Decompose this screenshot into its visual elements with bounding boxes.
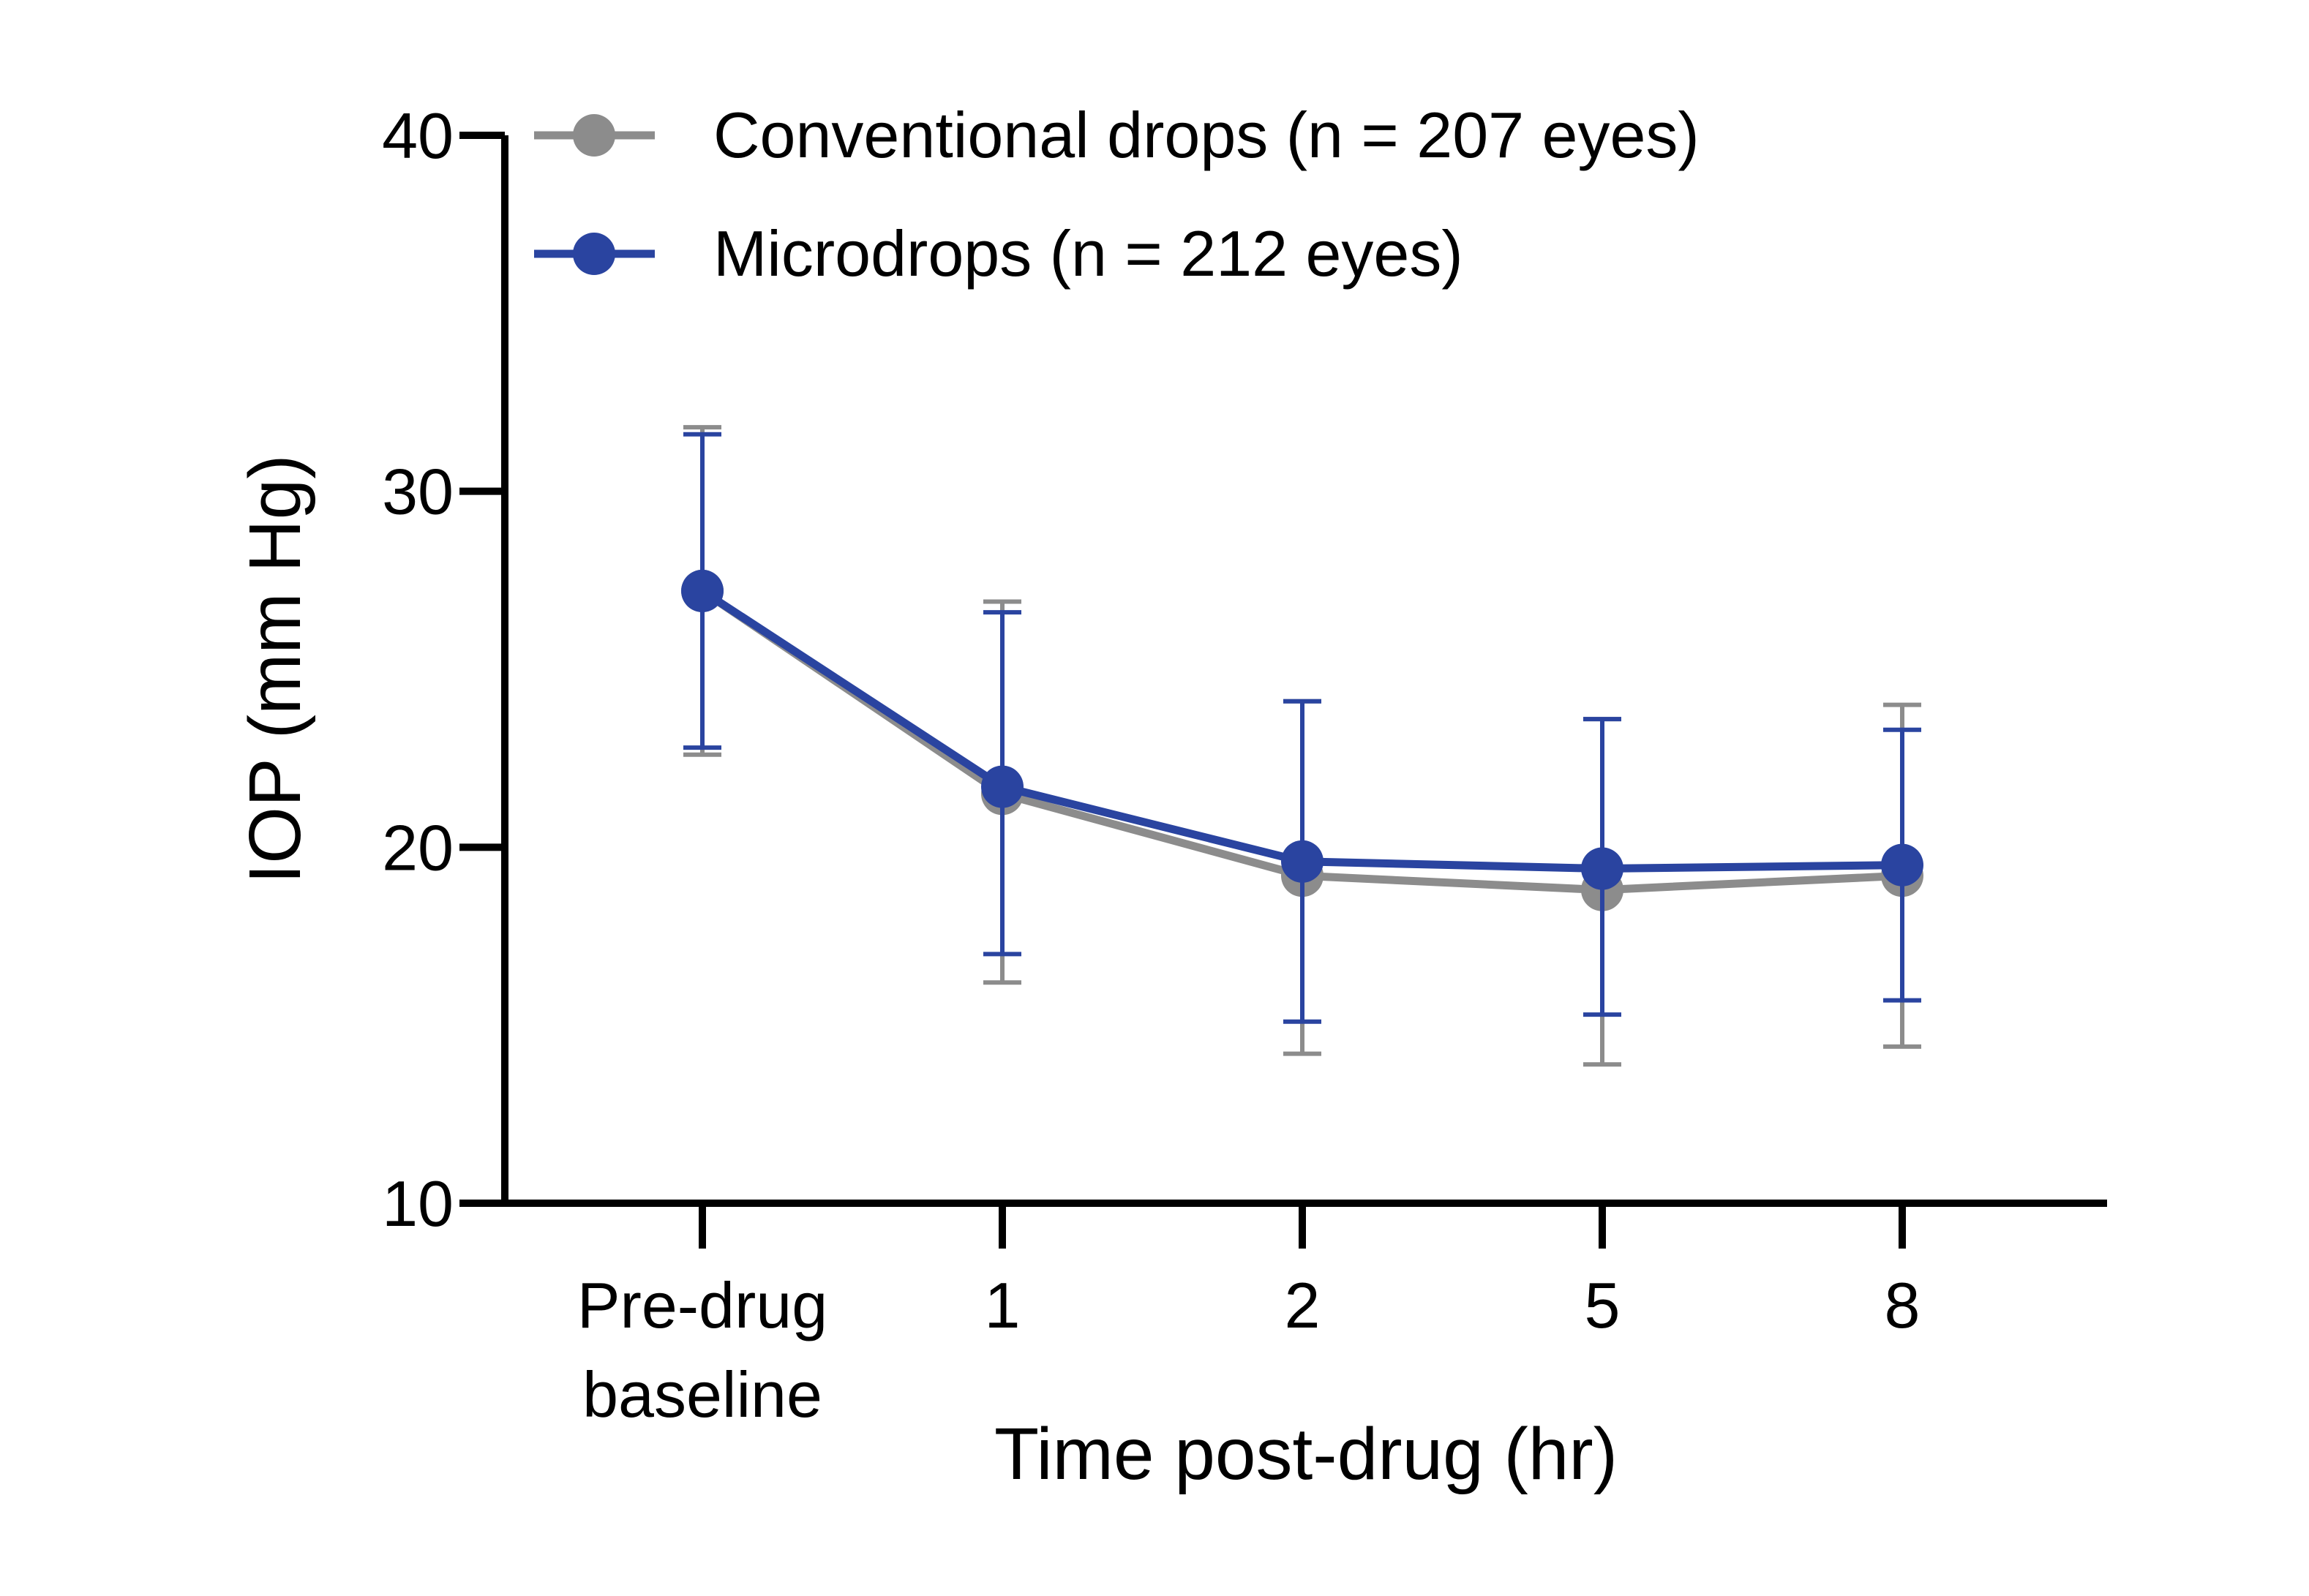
legend-item: Conventional drops (n = 207 eyes): [534, 99, 1700, 171]
y-tick-label: 10: [382, 1167, 454, 1240]
data-point: [1281, 840, 1324, 883]
legend-item: Microdrops (n = 212 eyes): [534, 217, 1463, 290]
legend-label: Conventional drops (n = 207 eyes): [713, 99, 1700, 171]
y-tick-label: 40: [382, 99, 454, 172]
data-point: [681, 569, 724, 612]
legend-swatch-marker: [573, 114, 615, 157]
data-point: [1581, 847, 1623, 890]
x-tick-label: baseline: [582, 1358, 822, 1431]
legend: Conventional drops (n = 207 eyes) Microdr…: [534, 99, 1700, 290]
series-layer: [681, 425, 1923, 1067]
axes: 10 20 30 40 Pre-drug baseline 1 2 5 8: [382, 99, 2107, 1431]
data-point: [1881, 843, 1923, 887]
y-tick-label: 20: [382, 811, 454, 884]
legend-swatch-marker: [573, 233, 615, 275]
x-tick-label: 5: [1585, 1269, 1621, 1341]
x-axis-title: Time post-drug (hr): [994, 1413, 1618, 1495]
y-axis-title: IOP (mm Hg): [234, 454, 316, 884]
x-tick-label: 8: [1885, 1269, 1921, 1341]
series-1: [681, 432, 1923, 1024]
y-tick-label: 30: [382, 456, 454, 528]
legend-label: Microdrops (n = 212 eyes): [713, 217, 1463, 290]
data-point: [981, 765, 1024, 808]
x-tick-label: 1: [985, 1269, 1021, 1341]
x-tick-label: 2: [1285, 1269, 1321, 1341]
x-tick-label: Pre-drug: [577, 1269, 827, 1341]
